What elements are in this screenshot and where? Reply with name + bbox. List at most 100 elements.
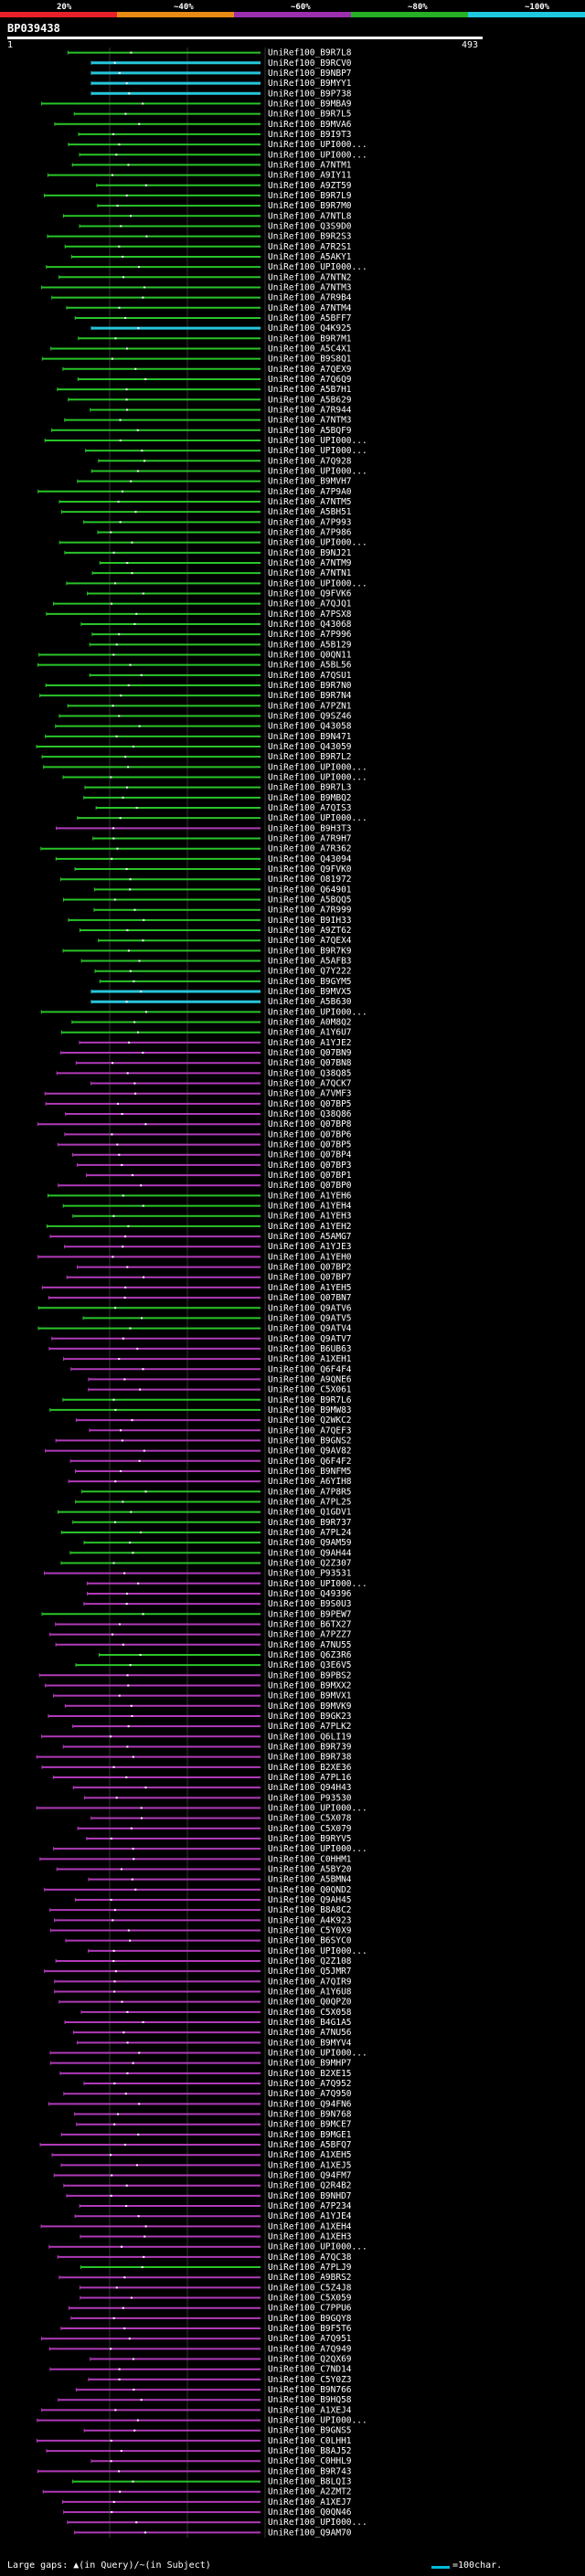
hit-row[interactable]: UniRef100_UPI000... xyxy=(53,1844,367,1854)
hit-row[interactable]: UniRef100_Q2R4B2 xyxy=(63,2181,352,2191)
hit-row[interactable]: UniRef100_Q07BP3 xyxy=(76,1161,352,1171)
hit-row[interactable]: UniRef100_A1YJE4 xyxy=(74,2211,352,2221)
hit-label[interactable]: UniRef100_Q64901 xyxy=(268,885,352,895)
hit-label[interactable]: UniRef100_Q9FVK6 xyxy=(268,588,352,599)
hit-label[interactable]: UniRef100_A5BMN4 xyxy=(268,1875,352,1885)
hit-row[interactable]: UniRef100_A7P996 xyxy=(91,630,352,640)
hit-label[interactable]: UniRef100_A1XEH1 xyxy=(268,1354,352,1364)
hit-row[interactable]: UniRef100_A5AMG7 xyxy=(49,1232,352,1242)
hit-label[interactable]: UniRef100_Q6Z3R6 xyxy=(268,1650,352,1660)
hit-label[interactable]: UniRef100_UPI000... xyxy=(268,538,367,548)
hit-label[interactable]: UniRef100_B9MW83 xyxy=(268,1405,352,1415)
hit-label[interactable]: UniRef100_B9MYV4 xyxy=(268,2038,352,2048)
hit-row[interactable]: UniRef100_A7NU55 xyxy=(55,1640,352,1650)
hit-row[interactable]: UniRef100_B9H3T3 xyxy=(56,823,352,833)
hit-label[interactable]: UniRef100_B9MXX2 xyxy=(268,1680,352,1691)
hit-label[interactable]: UniRef100_A7VMF3 xyxy=(268,1089,352,1099)
hit-label[interactable]: UniRef100_A1YEH3 xyxy=(268,1212,352,1222)
hit-row[interactable]: UniRef100_A7R9B4 xyxy=(51,293,352,303)
hit-row[interactable]: UniRef100_A7P8R5 xyxy=(81,1487,352,1497)
hit-row[interactable]: UniRef100_A7Q949 xyxy=(48,2344,352,2354)
hit-row[interactable]: UniRef100_A7QEX4 xyxy=(98,936,352,946)
hit-label[interactable]: UniRef100_B9IH33 xyxy=(268,916,352,926)
hit-label[interactable]: UniRef100_A1YEH0 xyxy=(268,1252,352,1262)
hit-label[interactable]: UniRef100_Q2Z307 xyxy=(268,1558,352,1568)
hit-label[interactable]: UniRef100_A5BQQ5 xyxy=(268,896,352,906)
hit-label[interactable]: UniRef100_A5BY20 xyxy=(268,1864,352,1874)
hit-row[interactable]: UniRef100_UPI000... xyxy=(77,813,367,823)
hit-label[interactable]: UniRef100_A1XEJ5 xyxy=(268,2160,352,2170)
hit-label[interactable]: UniRef100_Q07BP0 xyxy=(268,1181,352,1191)
hit-row[interactable]: UniRef100_A0M8Q2 xyxy=(71,1018,352,1028)
hit-label[interactable]: UniRef100_Q1GDV1 xyxy=(268,1508,352,1518)
hit-row[interactable]: UniRef100_B9R739 xyxy=(62,1742,352,1752)
hit-row[interactable]: UniRef100_Q07BP2 xyxy=(76,1263,352,1273)
hit-row[interactable]: UniRef100_B4G1A5 xyxy=(64,2018,352,2028)
hit-label[interactable]: UniRef100_UPI000... xyxy=(268,2416,367,2426)
hit-row[interactable]: UniRef100_B9MBQ2 xyxy=(83,793,352,803)
hit-row[interactable]: UniRef100_A1Y6U7 xyxy=(60,1028,352,1038)
hit-label[interactable]: UniRef100_A6YIH8 xyxy=(268,1477,352,1487)
hit-row[interactable]: UniRef100_A7QJQ1 xyxy=(53,599,352,610)
hit-row[interactable]: UniRef100_A7R944 xyxy=(90,405,352,415)
hit-row[interactable]: UniRef100_C5Z4J8 xyxy=(79,2283,352,2293)
hit-row[interactable]: UniRef100_Q7Y222 xyxy=(94,967,352,977)
hit-row[interactable]: UniRef100_A1YJE2 xyxy=(79,1038,352,1048)
hit-label[interactable]: UniRef100_B9R738 xyxy=(268,1753,352,1763)
hit-row[interactable]: UniRef100_A9ZT62 xyxy=(79,926,352,936)
hit-row[interactable]: UniRef100_A5BL56 xyxy=(37,661,352,671)
hit-row[interactable]: UniRef100_B9PBS2 xyxy=(38,1670,352,1680)
hit-row[interactable]: UniRef100_B9MHP7 xyxy=(49,2059,352,2069)
hit-row[interactable]: UniRef100_P93531 xyxy=(43,1569,352,1579)
hit-label[interactable]: UniRef100_Q07BP5 xyxy=(268,1099,352,1109)
hit-row[interactable]: UniRef100_A7PLJ9 xyxy=(80,2263,352,2273)
hit-row[interactable]: UniRef100_A1XEJ4 xyxy=(41,2405,352,2415)
hit-row[interactable]: UniRef100_Q43094 xyxy=(55,854,352,864)
hit-row[interactable]: UniRef100_A7VMF3 xyxy=(44,1089,352,1099)
hit-row[interactable]: UniRef100_A5B629 xyxy=(68,395,352,405)
hit-row[interactable]: UniRef100_C5Y0X9 xyxy=(49,1926,352,1936)
hit-row[interactable]: UniRef100_UPI000... xyxy=(68,140,367,150)
hit-label[interactable]: UniRef100_B9R7N0 xyxy=(268,681,352,691)
hit-label[interactable]: UniRef100_Q94FM7 xyxy=(268,2171,352,2181)
hit-label[interactable]: UniRef100_B9MBQ2 xyxy=(268,793,352,803)
hit-label[interactable]: UniRef100_A7P9A0 xyxy=(268,487,352,497)
hit-row[interactable]: UniRef100_A7NTM4 xyxy=(66,303,352,313)
hit-row[interactable]: UniRef100_UPI000... xyxy=(88,1946,367,1956)
hit-label[interactable]: UniRef100_A5BH51 xyxy=(268,507,352,517)
hit-row[interactable]: UniRef100_B9R7L5 xyxy=(73,110,352,120)
hit-label[interactable]: UniRef100_B9H3T3 xyxy=(268,823,352,833)
hit-label[interactable]: UniRef100_B9MVX5 xyxy=(268,987,352,997)
hit-label[interactable]: UniRef100_Q07BN9 xyxy=(268,1048,352,1058)
hit-row[interactable]: UniRef100_Q6Z3R6 xyxy=(98,1650,352,1660)
hit-label[interactable]: UniRef100_A7Q950 xyxy=(268,2089,352,2099)
hit-row[interactable]: UniRef100_Q43068 xyxy=(80,620,352,630)
hit-row[interactable]: UniRef100_A7QSU1 xyxy=(89,671,352,681)
hit-label[interactable]: UniRef100_B9MVX1 xyxy=(268,1691,352,1701)
hit-label[interactable]: UniRef100_A7QIS3 xyxy=(268,803,352,813)
hit-row[interactable]: UniRef100_B9NBP7 xyxy=(90,69,352,79)
hit-label[interactable]: UniRef100_B9R7N4 xyxy=(268,691,352,701)
hit-row[interactable]: UniRef100_Q49396 xyxy=(86,1589,352,1599)
hit-label[interactable]: UniRef100_C5Y0X9 xyxy=(268,1926,352,1936)
hit-label[interactable]: UniRef100_B9N471 xyxy=(268,732,352,742)
hit-row[interactable]: UniRef100_B9GQY8 xyxy=(70,2314,352,2324)
hit-label[interactable]: UniRef100_A7QEX9 xyxy=(268,365,352,375)
hit-label[interactable]: UniRef100_UPI000... xyxy=(268,436,367,446)
hit-row[interactable]: UniRef100_A1XEH4 xyxy=(40,2221,352,2231)
hit-label[interactable]: UniRef100_A0M8Q2 xyxy=(268,1018,352,1028)
hit-label[interactable]: UniRef100_A7Q952 xyxy=(268,2079,352,2089)
hit-row[interactable]: UniRef100_Q07BP8 xyxy=(37,1119,352,1129)
hit-label[interactable]: UniRef100_A1XEH5 xyxy=(268,2150,352,2160)
hit-label[interactable]: UniRef100_C7PPU6 xyxy=(268,2304,352,2314)
hit-row[interactable]: UniRef100_Q2Z307 xyxy=(60,1558,352,1568)
hit-label[interactable]: UniRef100_B9R7L3 xyxy=(268,783,352,793)
hit-label[interactable]: UniRef100_Q9AH45 xyxy=(268,1895,352,1905)
hit-row[interactable]: UniRef100_A1YEH0 xyxy=(37,1252,352,1262)
hit-row[interactable]: UniRef100_UPI000... xyxy=(66,578,367,588)
hit-row[interactable]: UniRef100_B9MCE7 xyxy=(76,2120,352,2130)
hit-row[interactable]: UniRef100_A7NU56 xyxy=(72,2028,352,2038)
hit-label[interactable]: UniRef100_UPI000... xyxy=(268,2518,367,2528)
hit-label[interactable]: UniRef100_A1YJE4 xyxy=(268,2211,352,2221)
hit-label[interactable]: UniRef100_C0HHL9 xyxy=(268,2456,352,2466)
